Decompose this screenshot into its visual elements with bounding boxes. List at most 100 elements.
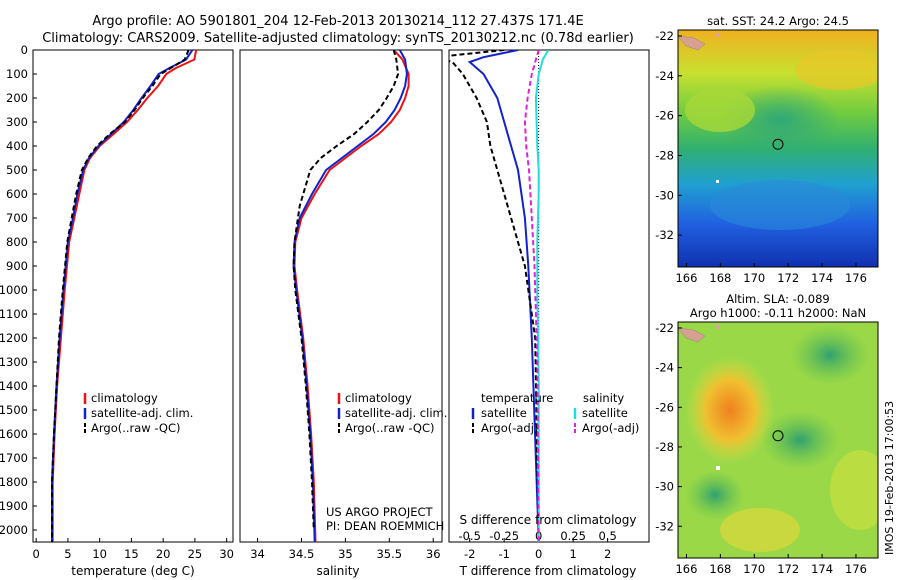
x-tick-label: 174	[811, 562, 833, 576]
difference-legend: temperature satellite Argo(-adj) salinit…	[471, 391, 639, 435]
y-tick-label: -28	[655, 148, 674, 162]
sla-cool-eddy	[685, 470, 745, 520]
y-tick-label: 1000	[0, 283, 28, 297]
y-tick-label: 300	[6, 115, 28, 129]
x-tick-label: 172	[777, 271, 799, 285]
top-tick-label: -0.25	[489, 529, 519, 543]
sst-map-title: sat. SST: 24.2 Argo: 24.5	[707, 14, 849, 28]
salinity-legend: climatology satellite-adj. clim. Argo(..…	[337, 391, 447, 435]
legend-title-temperature: temperature	[481, 391, 553, 405]
x-tick-label: 166	[675, 562, 697, 576]
salinity-x-ticks: 34 34.5 35 35.5 36	[250, 538, 441, 561]
series-line-argo-raw-qc-	[292, 50, 400, 531]
x-tick-label: 0	[535, 547, 542, 561]
salinity-axes-box	[239, 49, 443, 543]
missing-pixel	[716, 180, 719, 183]
y-tick-label: -30	[655, 188, 674, 202]
y-tick-label: -32	[655, 519, 674, 533]
top-tick-label: 0.25	[560, 529, 586, 543]
sla-patch	[830, 450, 878, 530]
legend-label: satellite	[582, 406, 628, 420]
float-position-marker	[772, 138, 784, 150]
y-tick-label: 200	[6, 91, 28, 105]
x-tick-label: 172	[777, 562, 799, 576]
legend-label: Argo(..raw -QC)	[345, 421, 435, 435]
float-position-marker	[772, 430, 784, 442]
footer-stamp: IMOS 19-Feb-2013 17:00:53	[883, 401, 896, 555]
sst-patch	[795, 50, 878, 90]
sst-map-ticks: 166 168 170 172 174 176 -22 -24 -26 -28 -30 -32	[655, 29, 867, 285]
y-tick-label: -32	[655, 228, 674, 242]
legend-label: satellite-adj. clim.	[91, 406, 193, 420]
y-tick-label: 1300	[0, 355, 28, 369]
island-dot	[716, 33, 720, 37]
x-tick-label: 5	[64, 547, 71, 561]
island-dot	[716, 325, 720, 329]
difference-lines	[449, 50, 550, 542]
x-tick-label: 35	[338, 547, 353, 561]
temperature-panel: 0100200300400500600700800900100011001200…	[0, 43, 453, 578]
legend-label: satellite	[481, 406, 527, 420]
legend-label: Argo(-adj)	[582, 421, 639, 435]
header-line2: Climatology: CARS2009. Satellite-adjuste…	[42, 31, 634, 46]
x-tick-label: 15	[124, 547, 139, 561]
series-line-s-satellite	[534, 50, 550, 542]
x-tick-label: 176	[845, 271, 867, 285]
x-tick-label: 0	[33, 547, 40, 561]
salinity-lines	[292, 50, 410, 542]
y-tick-label: 1500	[0, 403, 28, 417]
x-tick-label: 176	[845, 562, 867, 576]
sla-map-subtitle: Argo h1000: -0.11 h2000: NaN	[690, 306, 866, 320]
pi-annotation: PI: DEAN ROEMMICH	[326, 519, 444, 533]
temperature-y-ticks: 0 100 200 300 400 500 600 700 800 900 1000 1100 1200…	[0, 43, 453, 537]
x-tick-label: 168	[709, 271, 731, 285]
salinity-panel: 34 34.5 35 35.5 36 salinity climatology sate…	[239, 49, 447, 578]
x-tick-label: 174	[811, 271, 833, 285]
x-tick-label: 1	[569, 547, 576, 561]
sst-patch	[710, 180, 850, 230]
sla-cool-eddy	[790, 325, 870, 385]
sla-map-title: Altim. SLA: -0.089	[726, 292, 830, 306]
x-tick-label: 25	[188, 547, 203, 561]
sla-cool-eddy	[760, 410, 840, 470]
sst-patch	[685, 88, 755, 132]
y-tick-label: -24	[655, 69, 674, 83]
legend-label: satellite-adj. clim.	[345, 406, 447, 420]
temperature-legend: climatology satellite-adj. clim. Argo(..…	[83, 391, 193, 435]
legend-label: climatology	[91, 391, 158, 405]
y-tick-label: 1600	[0, 427, 28, 441]
legend-label: Argo(..raw -QC)	[91, 421, 181, 435]
y-tick-label: 1200	[0, 331, 28, 345]
y-tick-label: 800	[6, 235, 28, 249]
y-tick-label: -26	[655, 109, 674, 123]
y-tick-label: 600	[6, 187, 28, 201]
x-tick-label: 166	[675, 271, 697, 285]
y-tick-label: 1100	[0, 307, 28, 321]
sst-field	[678, 30, 878, 267]
sla-warm-eddy	[685, 355, 775, 465]
y-tick-label: 400	[6, 139, 28, 153]
salinity-xlabel: salinity	[316, 564, 359, 578]
x-tick-label: 2	[604, 547, 611, 561]
legend-label: Argo(-adj)	[481, 421, 538, 435]
sla-field	[678, 322, 878, 558]
y-tick-label: 900	[6, 259, 28, 273]
y-tick-label: 1900	[0, 499, 28, 513]
missing-pixel	[716, 466, 720, 470]
project-annotation: US ARGO PROJECT	[326, 505, 434, 519]
x-tick-label: 34.5	[289, 547, 315, 561]
series-line-t-argo-adj-	[449, 50, 540, 542]
difference-panel: -2 -1 0 1 2 -0.5 -0.25 0 0.25 0.5 T difference f…	[448, 49, 650, 578]
y-tick-label: 1800	[0, 475, 28, 489]
temperature-x-ticks: 0 5 10 15 20 25 30	[33, 538, 234, 561]
difference-top-label: S difference from climatology	[460, 513, 637, 527]
y-tick-label: 700	[6, 211, 28, 225]
x-tick-label: 36	[426, 547, 441, 561]
x-tick-label: 170	[743, 562, 765, 576]
difference-axes-box	[448, 49, 650, 543]
series-line-s-argo-adj-	[523, 50, 540, 542]
temperature-xlabel: temperature (deg C)	[71, 564, 194, 578]
y-tick-label: 500	[6, 163, 28, 177]
y-tick-label: 1700	[0, 451, 28, 465]
top-tick-label: 0.5	[598, 529, 616, 543]
